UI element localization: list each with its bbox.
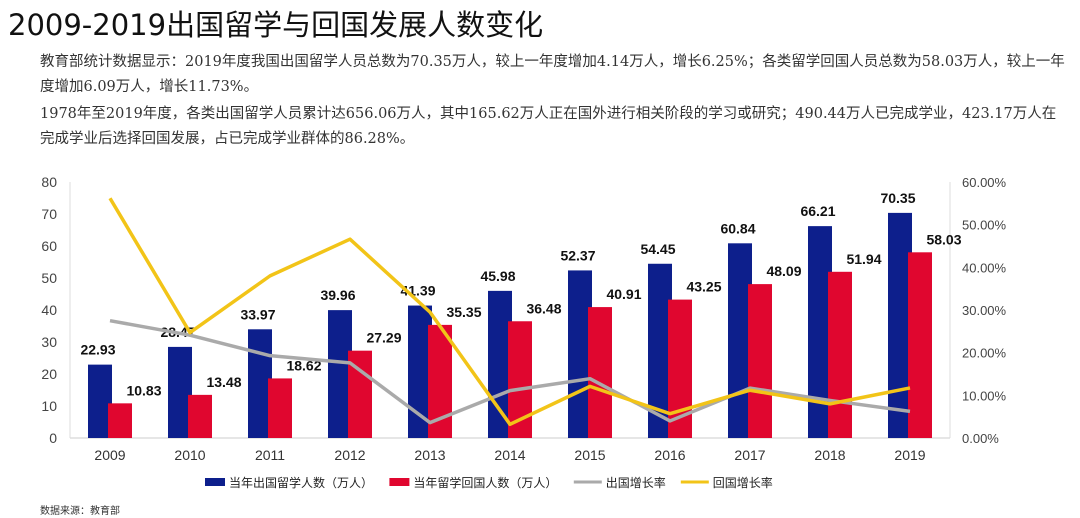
right-tick-label: 10.00% — [962, 388, 1007, 403]
bar — [748, 284, 772, 438]
left-tick-label: 50 — [41, 270, 57, 286]
data-label: 33.97 — [240, 306, 275, 322]
left-tick-label: 30 — [41, 334, 57, 350]
page-title: 2009-2019出国留学与回国发展人数变化 — [8, 8, 544, 42]
data-label: 36.48 — [526, 300, 561, 316]
bar — [588, 307, 612, 438]
description-paragraph: 教育部统计数据显示：2019年度我国出国留学人员总数为70.35万人，较上一年度… — [40, 54, 1065, 95]
x-tick-label: 2014 — [494, 447, 525, 463]
data-label: 22.93 — [80, 342, 115, 358]
data-label: 51.94 — [846, 251, 881, 267]
data-label: 43.25 — [686, 279, 721, 295]
right-tick-label: 30.00% — [962, 303, 1007, 318]
x-tick-label: 2009 — [94, 447, 125, 463]
bar — [908, 252, 932, 438]
data-label: 27.29 — [366, 330, 401, 346]
legend-label: 回国增长率 — [713, 475, 773, 490]
data-label: 66.21 — [800, 203, 835, 219]
bar — [108, 403, 132, 438]
data-source: 数据来源：教育部 — [40, 506, 120, 517]
description-paragraph: 1978年至2019年度，各类出国留学人员累计达656.06万人，其中165.6… — [40, 106, 1057, 147]
legend-label: 当年出国留学人数（万人） — [229, 475, 373, 490]
right-tick-label: 60.00% — [962, 175, 1007, 190]
left-tick-label: 0 — [49, 430, 57, 446]
right-tick-label: 0.00% — [962, 431, 999, 446]
bar — [828, 271, 852, 438]
left-tick-label: 70 — [41, 206, 57, 222]
x-tick-label: 2017 — [734, 447, 765, 463]
legend-label: 出国增长率 — [606, 475, 666, 490]
x-tick-label: 2013 — [414, 447, 445, 463]
data-label: 54.45 — [640, 241, 675, 257]
x-tick-label: 2011 — [255, 447, 285, 463]
data-label: 45.98 — [480, 268, 515, 284]
x-tick-label: 2010 — [174, 447, 205, 463]
legend-swatch — [205, 478, 225, 486]
data-label: 40.91 — [606, 286, 641, 302]
bar — [268, 378, 292, 438]
x-tick-label: 2012 — [334, 447, 365, 463]
data-label: 70.35 — [880, 190, 915, 206]
right-tick-label: 40.00% — [962, 260, 1007, 275]
x-tick-label: 2018 — [814, 447, 845, 463]
bar — [188, 394, 212, 438]
x-tick-label: 2015 — [574, 447, 605, 463]
data-label: 18.62 — [286, 357, 321, 373]
left-tick-label: 80 — [41, 174, 57, 190]
x-tick-label: 2016 — [654, 447, 685, 463]
left-tick-label: 10 — [41, 398, 57, 414]
data-label: 60.84 — [720, 220, 755, 236]
x-tick-label: 2019 — [894, 447, 925, 463]
left-tick-label: 20 — [41, 366, 57, 382]
data-label: 10.83 — [126, 382, 161, 398]
data-label: 48.09 — [766, 263, 801, 279]
data-label: 39.96 — [320, 287, 355, 303]
data-label: 58.03 — [926, 231, 961, 247]
data-label: 35.35 — [446, 304, 481, 320]
right-tick-label: 20.00% — [962, 346, 1007, 361]
left-tick-label: 40 — [41, 302, 57, 318]
right-tick-label: 50.00% — [962, 218, 1007, 233]
data-label: 13.48 — [206, 374, 241, 390]
data-label: 52.37 — [560, 247, 595, 263]
legend-swatch — [389, 478, 410, 486]
left-tick-label: 60 — [41, 238, 57, 254]
legend-label: 当年留学回国人数（万人） — [413, 475, 557, 490]
